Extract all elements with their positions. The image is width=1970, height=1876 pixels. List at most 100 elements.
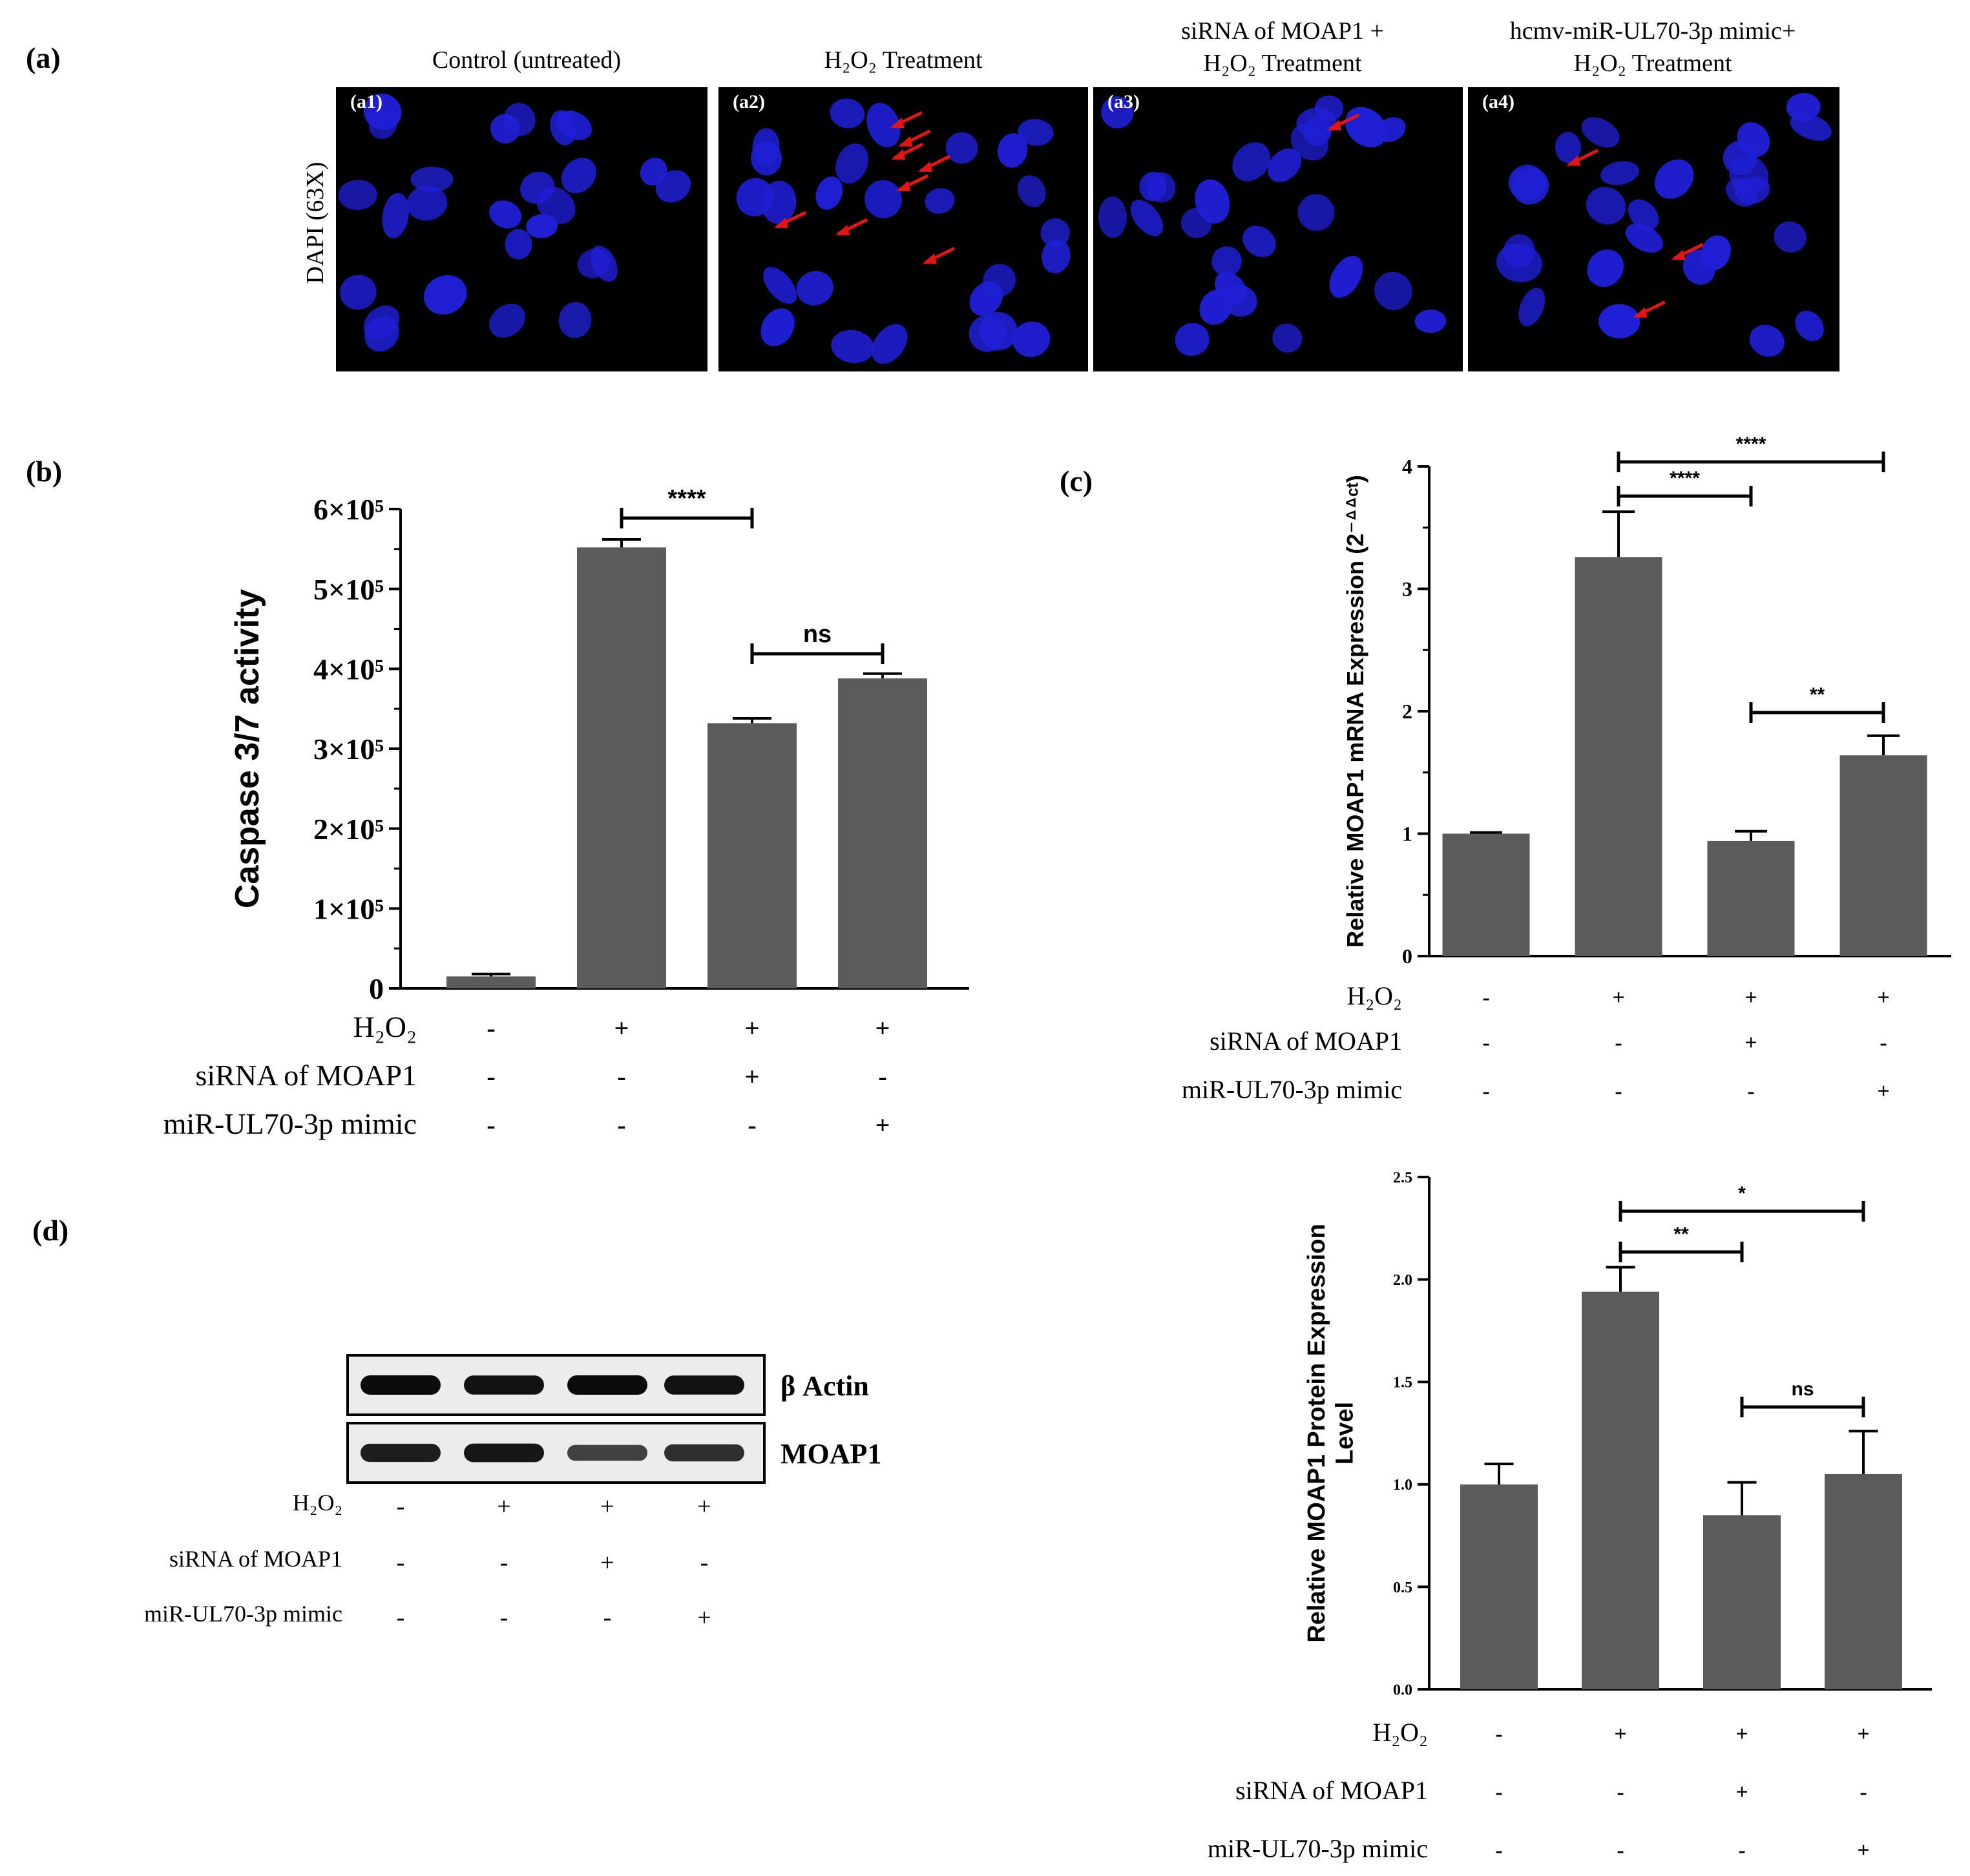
condition-sign: - [487, 1014, 495, 1043]
y-tick-label: 2.5 [1393, 1169, 1412, 1186]
condition-sign: - [1495, 1722, 1502, 1746]
apoptosis-arrowhead [1671, 249, 1686, 260]
condition-sign: - [1495, 1839, 1502, 1862]
nucleus [1598, 304, 1640, 339]
blot-band [361, 1375, 441, 1395]
bar [1582, 1291, 1659, 1689]
nucleus [1790, 113, 1832, 141]
condition-sign: - [1738, 1839, 1745, 1862]
chart-d-protein-expression: 0.0 0.5 1.0 1.5 2.0 2.5 Relative MOAP1 Protein… [1208, 1169, 1932, 1863]
micro-panel-title: H₂O₂ Treatment [1204, 50, 1362, 77]
western-blot: β Actin MOAP1 H₂O₂ - + + + siRNA of MOAP1 - - + - mi… [144, 1354, 881, 1631]
apoptosis-arrowhead [774, 217, 789, 228]
nucleus [368, 107, 397, 140]
nucleus [1297, 194, 1335, 231]
apoptosis-arrowhead [891, 149, 906, 160]
condition-label: H₂O₂ [1372, 1718, 1428, 1747]
condition-sign: + [875, 1014, 890, 1043]
condition-sign: + [1735, 1722, 1748, 1746]
bar [1825, 1474, 1902, 1689]
condition-sign: - [487, 1062, 495, 1091]
apoptosis-arrowhead [835, 225, 850, 236]
bar [1839, 755, 1927, 956]
bar [707, 723, 797, 988]
nucleus [1725, 178, 1757, 207]
microscopy-panels: (a1) Control (untreated) (a2) H₂O₂ Treatmen… [336, 17, 1839, 371]
nucleus [1042, 239, 1071, 273]
bar [1703, 1515, 1781, 1689]
blot-condition-sign: - [500, 1549, 508, 1576]
nucleus [504, 103, 536, 136]
blot-condition-sign: - [500, 1604, 508, 1631]
significance-label: **** [1670, 468, 1700, 489]
condition-sign: + [1745, 1031, 1757, 1055]
nucleus [1180, 207, 1212, 238]
bar [1442, 833, 1530, 956]
nucleus [866, 103, 901, 148]
blot-condition-sign: + [697, 1604, 711, 1631]
nucleus [815, 176, 843, 210]
nucleus [760, 308, 795, 347]
micro-panel-title: H₂O₂ Treatment [1574, 50, 1732, 77]
blot-band-label: β Actin [781, 1370, 869, 1402]
blot-condition-sign: - [397, 1604, 405, 1631]
significance-label: ns [1791, 1379, 1814, 1400]
nucleus [835, 143, 869, 184]
significance-label: ** [1810, 684, 1825, 705]
nucleus [1012, 321, 1051, 357]
apoptosis-arrowhead [1327, 120, 1342, 130]
condition-label: H₂O₂ [1347, 981, 1402, 1010]
nucleus [406, 185, 448, 221]
micro-panel-title: hcmv-miR-UL70-3p mimic+ [1510, 17, 1796, 45]
nucleus [1211, 246, 1242, 276]
y-axis-label: Relative MOAP1 mRNA Expression (2⁻ᐞᐞᶜᵗ) [1342, 475, 1368, 947]
apoptosis-arrowhead [1566, 155, 1581, 166]
nucleus [364, 316, 399, 352]
y-tick-label: 0.0 [1393, 1682, 1412, 1698]
apoptosis-arrowhead [896, 180, 911, 191]
apoptosis-arrowhead [898, 136, 913, 147]
nucleus [1749, 324, 1785, 357]
nucleus [382, 193, 409, 238]
nucleus [1101, 96, 1134, 129]
micro-panel-4: (a4) hcmv-miR-UL70-3p mimic+ H₂O₂ Treatmen… [1468, 17, 1839, 371]
significance-label: **** [1736, 433, 1766, 455]
y-axis-label: Caspase 3/7 activity [229, 589, 266, 908]
nucleus [925, 188, 955, 214]
condition-label: H₂O₂ [353, 1010, 417, 1043]
condition-sign: - [1617, 1839, 1624, 1862]
condition-sign: - [1860, 1780, 1867, 1804]
significance-label: * [1738, 1183, 1746, 1204]
nucleus [1581, 117, 1620, 148]
nucleus [997, 133, 1028, 168]
panel-label-a: (a) [26, 41, 61, 74]
nucleus [1329, 256, 1363, 298]
y-tick-label: 1.5 [1393, 1375, 1412, 1391]
y-tick-label: 3×10⁵ [313, 733, 384, 766]
condition-label: siRNA of MOAP1 [195, 1059, 417, 1092]
condition-sign: - [1615, 1031, 1622, 1055]
apoptosis-arrowhead [922, 253, 937, 264]
condition-sign: + [1857, 1839, 1869, 1862]
nucleus [1175, 323, 1210, 357]
blot-condition-sign: + [600, 1493, 614, 1520]
condition-sign: + [614, 1014, 629, 1043]
y-tick-label: 3 [1402, 578, 1412, 601]
condition-label: miR-UL70-3p mimic [163, 1107, 417, 1140]
y-tick-label: 2×10⁵ [313, 813, 384, 846]
nucleus [1290, 123, 1329, 161]
y-tick-label: 1.0 [1393, 1477, 1412, 1494]
micro-panel-2: (a2) H₂O₂ Treatment [718, 47, 1088, 371]
nucleus [864, 180, 902, 218]
significance-label: ** [1673, 1224, 1689, 1245]
condition-sign: - [1495, 1780, 1502, 1804]
nucleus [1786, 92, 1821, 121]
nucleus [1586, 187, 1626, 225]
condition-sign: - [1482, 986, 1489, 1010]
nucleus [505, 229, 532, 260]
blot-condition-sign: - [397, 1493, 405, 1520]
nucleus [1374, 271, 1412, 311]
nucleus [1795, 311, 1824, 341]
bar [838, 678, 927, 988]
